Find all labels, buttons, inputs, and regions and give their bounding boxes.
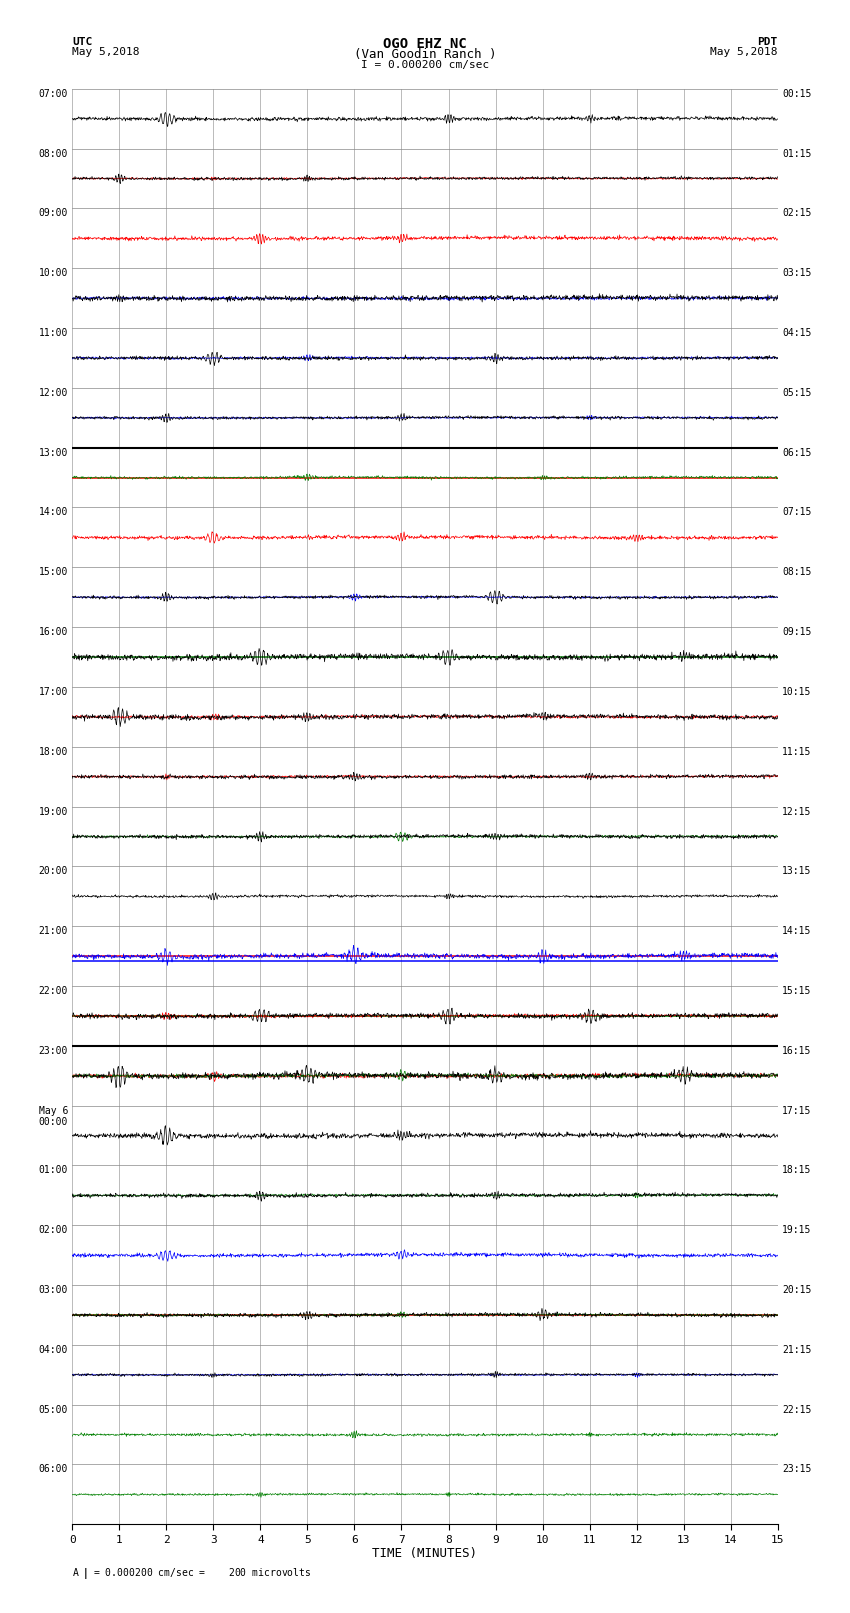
- Text: 13:15: 13:15: [782, 866, 812, 876]
- Text: 05:00: 05:00: [38, 1405, 68, 1415]
- Text: 13:00: 13:00: [38, 447, 68, 458]
- Text: 11:00: 11:00: [38, 327, 68, 339]
- Text: 21:15: 21:15: [782, 1345, 812, 1355]
- Text: 17:15: 17:15: [782, 1105, 812, 1116]
- Text: 15:00: 15:00: [38, 568, 68, 577]
- Text: A $\mathbf{|}$ = 0.000200 cm/sec =    200 microvolts: A $\mathbf{|}$ = 0.000200 cm/sec = 200 m…: [72, 1566, 312, 1581]
- Text: 19:00: 19:00: [38, 806, 68, 816]
- Text: 10:00: 10:00: [38, 268, 68, 277]
- Text: 23:15: 23:15: [782, 1465, 812, 1474]
- Text: 11:15: 11:15: [782, 747, 812, 756]
- Text: (Van Goodin Ranch ): (Van Goodin Ranch ): [354, 48, 496, 61]
- Text: 08:00: 08:00: [38, 148, 68, 158]
- Text: 15:15: 15:15: [782, 986, 812, 995]
- Text: 14:00: 14:00: [38, 508, 68, 518]
- Text: May 6
00:00: May 6 00:00: [38, 1105, 68, 1127]
- Text: 09:00: 09:00: [38, 208, 68, 218]
- Text: 20:00: 20:00: [38, 866, 68, 876]
- Text: 22:15: 22:15: [782, 1405, 812, 1415]
- Text: 06:00: 06:00: [38, 1465, 68, 1474]
- Text: 16:15: 16:15: [782, 1045, 812, 1057]
- Text: 01:15: 01:15: [782, 148, 812, 158]
- Text: 19:15: 19:15: [782, 1226, 812, 1236]
- Text: 08:15: 08:15: [782, 568, 812, 577]
- Text: 10:15: 10:15: [782, 687, 812, 697]
- Text: 04:00: 04:00: [38, 1345, 68, 1355]
- Text: 05:15: 05:15: [782, 387, 812, 398]
- Text: 12:15: 12:15: [782, 806, 812, 816]
- Text: 18:00: 18:00: [38, 747, 68, 756]
- Text: 16:00: 16:00: [38, 627, 68, 637]
- Text: 06:15: 06:15: [782, 447, 812, 458]
- Text: 09:15: 09:15: [782, 627, 812, 637]
- Text: I = 0.000200 cm/sec: I = 0.000200 cm/sec: [361, 60, 489, 69]
- Text: 20:15: 20:15: [782, 1286, 812, 1295]
- X-axis label: TIME (MINUTES): TIME (MINUTES): [372, 1547, 478, 1560]
- Text: 07:15: 07:15: [782, 508, 812, 518]
- Text: 02:00: 02:00: [38, 1226, 68, 1236]
- Text: May 5,2018: May 5,2018: [72, 47, 139, 56]
- Text: 17:00: 17:00: [38, 687, 68, 697]
- Text: 12:00: 12:00: [38, 387, 68, 398]
- Text: 21:00: 21:00: [38, 926, 68, 936]
- Text: 04:15: 04:15: [782, 327, 812, 339]
- Text: May 5,2018: May 5,2018: [711, 47, 778, 56]
- Text: 03:15: 03:15: [782, 268, 812, 277]
- Text: OGO EHZ NC: OGO EHZ NC: [383, 37, 467, 52]
- Text: 01:00: 01:00: [38, 1165, 68, 1176]
- Text: UTC: UTC: [72, 37, 93, 47]
- Text: 23:00: 23:00: [38, 1045, 68, 1057]
- Text: 22:00: 22:00: [38, 986, 68, 995]
- Text: 00:15: 00:15: [782, 89, 812, 98]
- Text: 02:15: 02:15: [782, 208, 812, 218]
- Text: PDT: PDT: [757, 37, 778, 47]
- Text: 03:00: 03:00: [38, 1286, 68, 1295]
- Text: 14:15: 14:15: [782, 926, 812, 936]
- Text: 18:15: 18:15: [782, 1165, 812, 1176]
- Text: 07:00: 07:00: [38, 89, 68, 98]
